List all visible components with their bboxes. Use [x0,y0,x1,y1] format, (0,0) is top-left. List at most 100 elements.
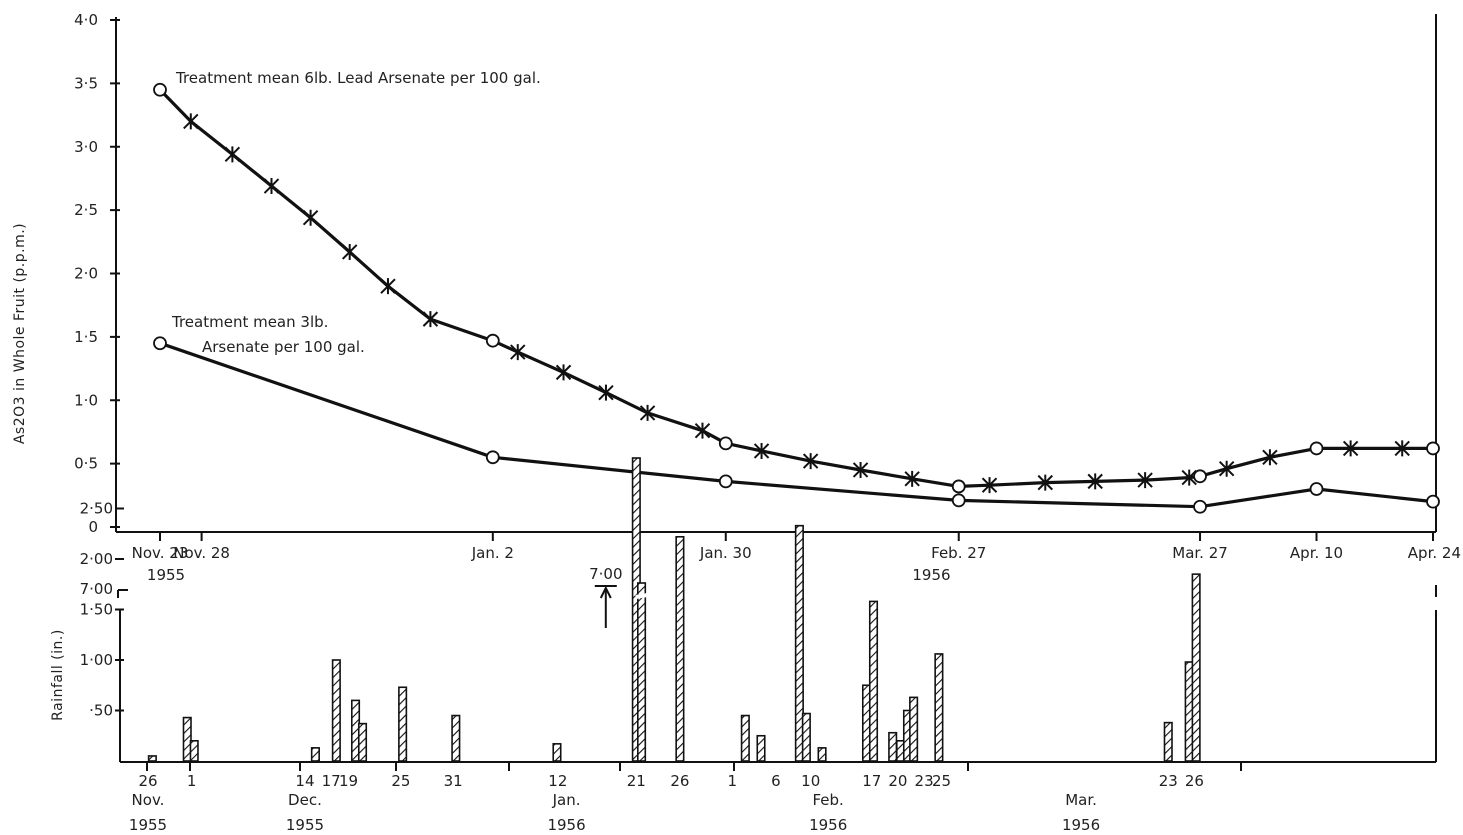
data-point-star [904,470,920,487]
series-label-3lb-line2: Arsenate per 100 gal. [202,338,365,356]
rain-y-tick-label: 7·00 [80,580,113,598]
y-tick-label: 2·5 [74,201,98,219]
y-tick-label: 1·5 [74,328,98,346]
rain-bar [451,714,461,762]
rain-x-tick-label: 1 [187,772,197,790]
rain-x-tick-label: 25 [391,772,410,790]
rain-x-tick-label: 20 [888,772,907,790]
x-tick-label: Mar. 27 [1172,544,1228,562]
rain-month-label: Mar. [1065,791,1097,809]
rain-x-tick-label: 31 [444,772,463,790]
series-label-6lb: Treatment mean 6lb. Lead Arsenate per 10… [175,69,541,87]
rain-bar [1191,573,1201,762]
rain-bar [310,747,320,762]
data-point-star [1262,449,1278,466]
y-tick-label: 0 [88,518,98,536]
x-tick-label: Jan. 30 [699,544,752,562]
data-point-circle [153,82,167,97]
data-point-star [753,442,770,459]
rain-bar [331,659,341,762]
rain-x-tick-label: 25 [932,772,951,790]
data-point-star [263,178,280,195]
rain-x-tick-label: 10 [801,772,820,790]
data-point-star [639,404,656,421]
rain-y-tick-label: 2·50 [80,500,113,518]
rain-x-tick-label: 17 [862,772,881,790]
rain-bar [182,716,192,762]
rain-year-label: 1955 [286,816,324,834]
data-point-circle [485,450,500,465]
rain-bar [934,653,944,762]
rain-x-tick-label: 12 [548,772,567,790]
data-point-star [302,209,319,226]
rain-bar [552,743,562,762]
data-point-star [1218,460,1235,477]
data-point-star [183,113,199,130]
x-tick-label: Nov. 28 [173,544,230,562]
year-label: 1956 [912,566,950,584]
data-point-star [694,422,711,439]
data-point-star [422,311,439,328]
data-point-star [1037,474,1053,491]
y-axis-title: As2O3 in Whole Fruit (p.p.m.) [12,223,28,444]
rainfall-chart: 7·00 2·50 2·00 1·50 1·00 ·50 Rainfall (in.) 7·0… [50,457,1437,834]
data-point-circle [1426,494,1440,509]
data-point-circle [1193,469,1207,484]
rain-x-tick-label: 6 [771,772,781,790]
rain-x-tick-label: 19 [339,772,358,790]
rain-y-tick-label: ·50 [89,702,113,720]
data-point-star [802,453,819,470]
y-tick-label: 3·5 [74,74,98,92]
x-tick-label: Nov. 23 [132,544,189,562]
rain-bar [868,600,879,762]
data-point-star [1181,469,1197,486]
data-point-star [852,461,869,478]
data-point-star [510,344,526,361]
rain-x-tick-label: 26 [1185,772,1204,790]
rain-month-label: Nov. [132,791,165,809]
rain-bar [909,696,919,762]
data-point-star [380,278,396,295]
x-tick-label: Apr. 10 [1290,544,1343,562]
y-tick-label: 1·0 [74,391,98,409]
rain-x-tick-label: 21 [627,772,646,790]
rain-y-axis-title: Rainfall (in.) [50,629,66,721]
rain-annotation-arrow-head [599,585,612,599]
data-point-star [1137,472,1153,489]
data-point-star [555,364,572,381]
rain-bar [794,524,804,762]
year-label: 1955 [147,566,185,584]
data-point-circle [1309,441,1324,456]
x-tick-label: Jan. 2 [471,544,514,562]
rain-x-tick-label: 26 [670,772,689,790]
rain-bar [398,686,408,762]
rain-bar [357,722,368,762]
data-point-star [1087,473,1103,490]
rain-x-tick-label: 1 [727,772,737,790]
rain-bar [637,582,647,762]
series-line-2 [159,341,1434,509]
data-point-star [1394,440,1410,457]
rain-bar [189,739,199,762]
y-tick-label: 3·0 [74,138,98,156]
series-label-3lb-line1: Treatment mean 3lb. [171,313,328,331]
rain-x-tick-label: 23 [915,772,934,790]
rain-year-label: 1956 [547,816,585,834]
rain-bar [756,734,766,762]
data-point-circle [718,474,733,489]
data-point-star [341,243,358,260]
data-point-circle [951,493,966,508]
y-tick-label: 4·0 [74,11,98,29]
rain-month-label: Jan. [552,791,581,809]
data-point-circle [153,336,167,351]
rain-month-label: Dec. [288,791,322,809]
x-tick-label: Feb. 27 [931,544,986,562]
rain-bar [147,755,157,762]
data-point-star [598,384,614,401]
y-tick-label: 2·0 [74,265,98,283]
data-point-circle [1309,482,1324,496]
rain-y-tick-label: 2·00 [80,550,113,568]
rain-x-tick-label: 23 [1159,772,1178,790]
